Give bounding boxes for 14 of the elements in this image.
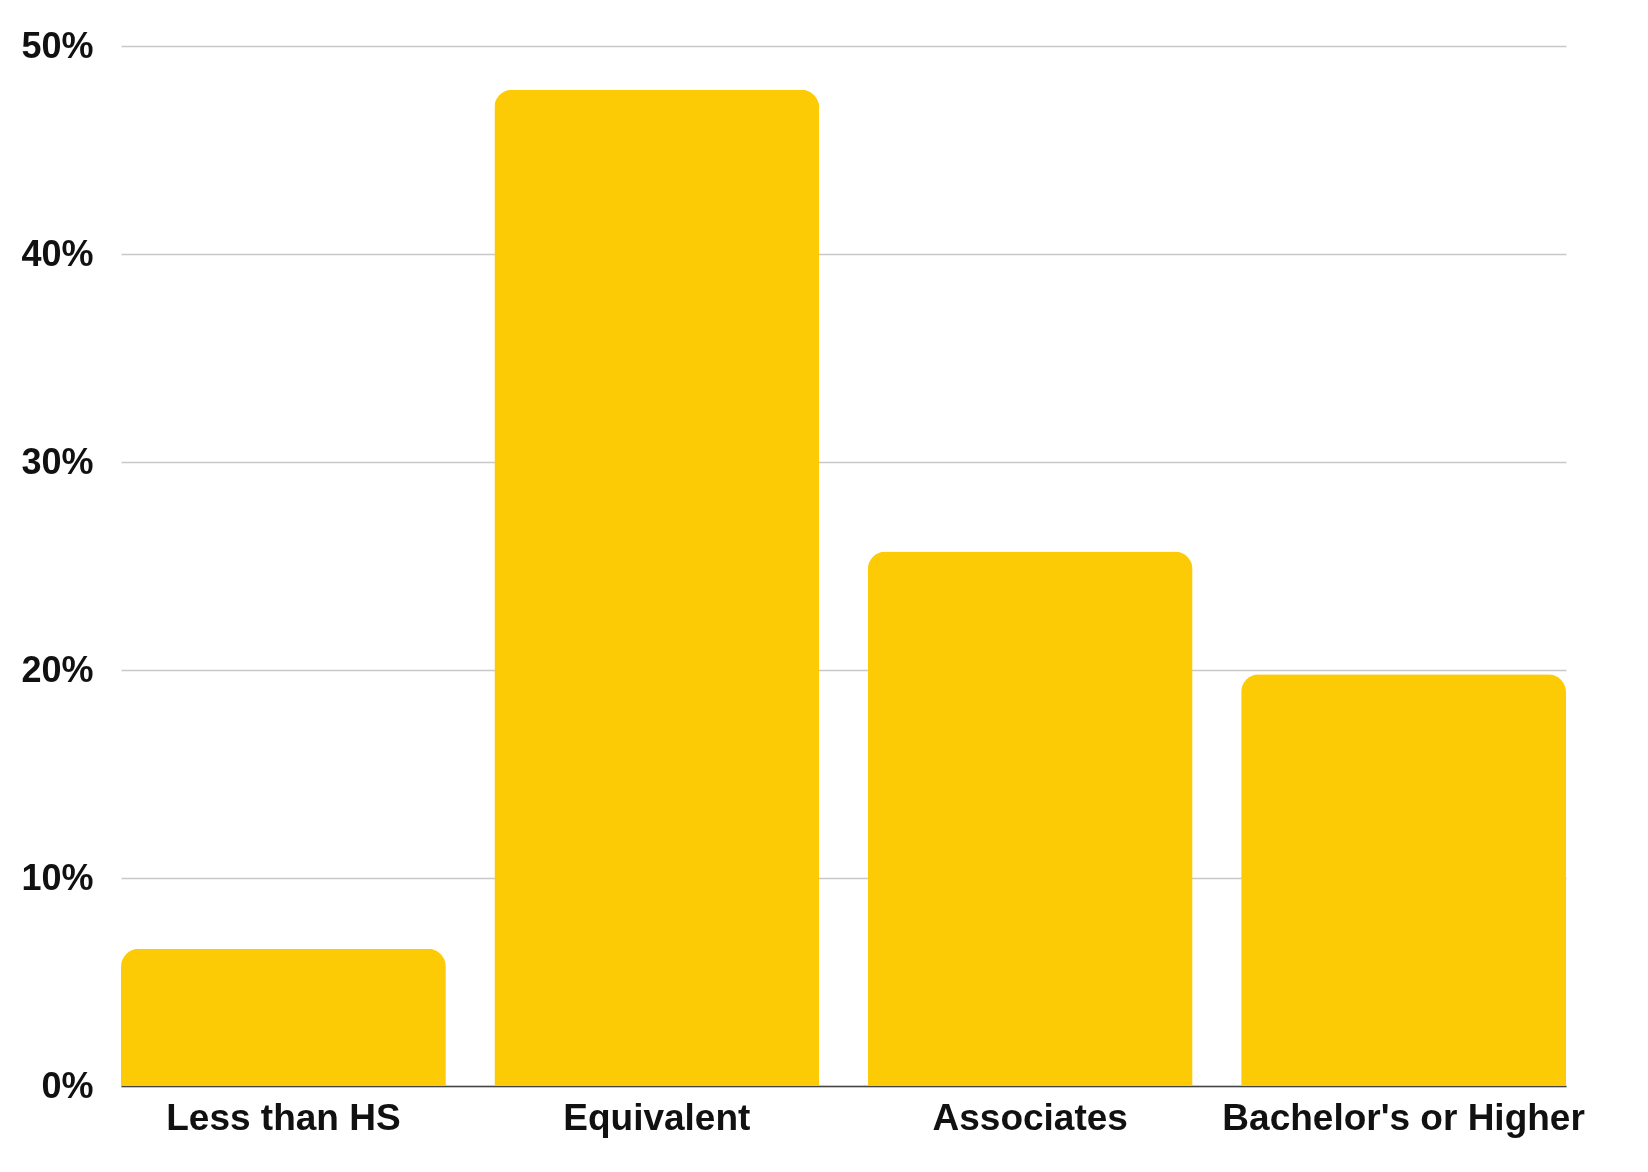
y-tick-label: 40% [21,232,94,274]
y-tick-label: 0% [41,1064,94,1106]
bar [1241,674,1566,1086]
y-tick-label: 50% [21,24,94,66]
x-tick-label: Equivalent [563,1096,751,1138]
y-tick-label: 20% [21,648,94,690]
y-tick-label: 10% [21,856,94,898]
bar [494,89,820,1086]
bar [867,551,1193,1086]
x-tick-label: Bachelor's or Higher [1222,1096,1585,1138]
y-tick-label: 30% [21,440,94,482]
x-tick-label: Associates [932,1096,1128,1138]
x-tick-label: Less than HS [166,1096,401,1138]
bar [121,948,446,1086]
